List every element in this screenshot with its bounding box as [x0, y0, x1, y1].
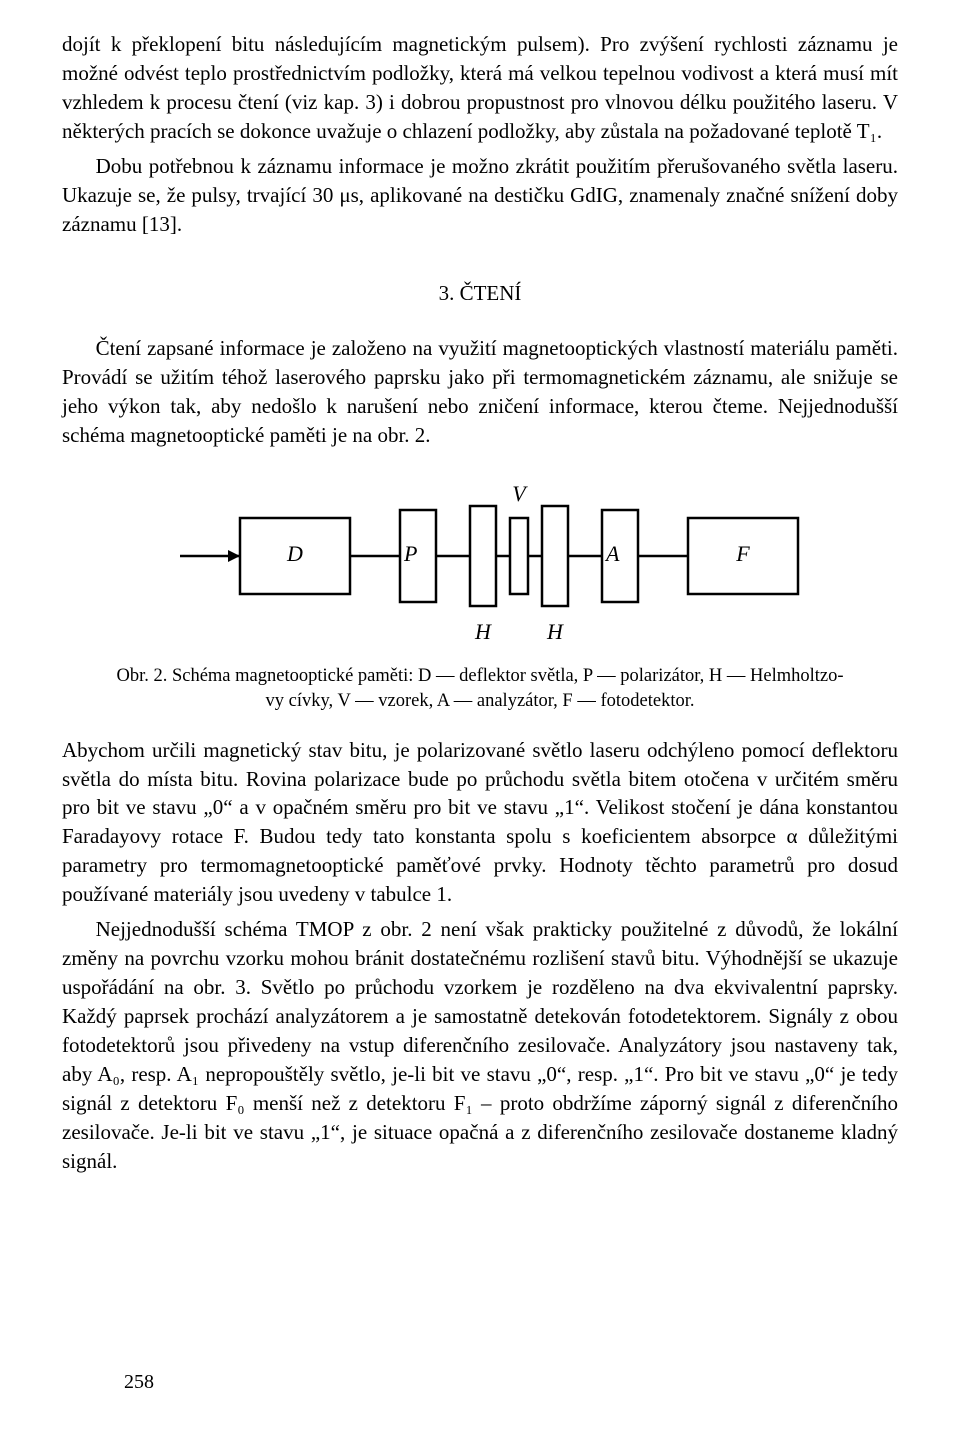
svg-text:P: P	[403, 541, 417, 566]
paragraph-2: Dobu potřebnou k záznamu informace je mo…	[62, 152, 898, 239]
figure-2: D P H V H A F	[62, 478, 898, 656]
figure-2-svg: D P H V H A F	[160, 478, 800, 648]
figure-2-caption: Obr. 2. Schéma magnetooptické paměti: D …	[62, 664, 898, 714]
svg-text:H: H	[546, 619, 564, 644]
svg-text:A: A	[604, 541, 620, 566]
figure-2-caption-line1: Obr. 2. Schéma magnetooptické paměti: D …	[116, 666, 843, 686]
svg-text:F: F	[735, 541, 750, 566]
section-heading: 3. ČTENÍ	[62, 279, 898, 308]
svg-text:H: H	[474, 619, 492, 644]
paragraph-1: dojít k překlopení bitu následujícím mag…	[62, 30, 898, 146]
paragraph-5: Nejjednodušší schéma TMOP z obr. 2 není …	[62, 915, 898, 1176]
paragraph-4: Abychom určili magnetický stav bitu, je …	[62, 736, 898, 910]
page-number: 258	[124, 1369, 154, 1397]
figure-2-caption-line2: vy cívky, V — vzorek, A — analyzátor, F …	[62, 689, 898, 714]
svg-text:V: V	[512, 481, 528, 506]
paragraph-3: Čtení zapsané informace je založeno na v…	[62, 334, 898, 450]
svg-text:D: D	[286, 541, 303, 566]
